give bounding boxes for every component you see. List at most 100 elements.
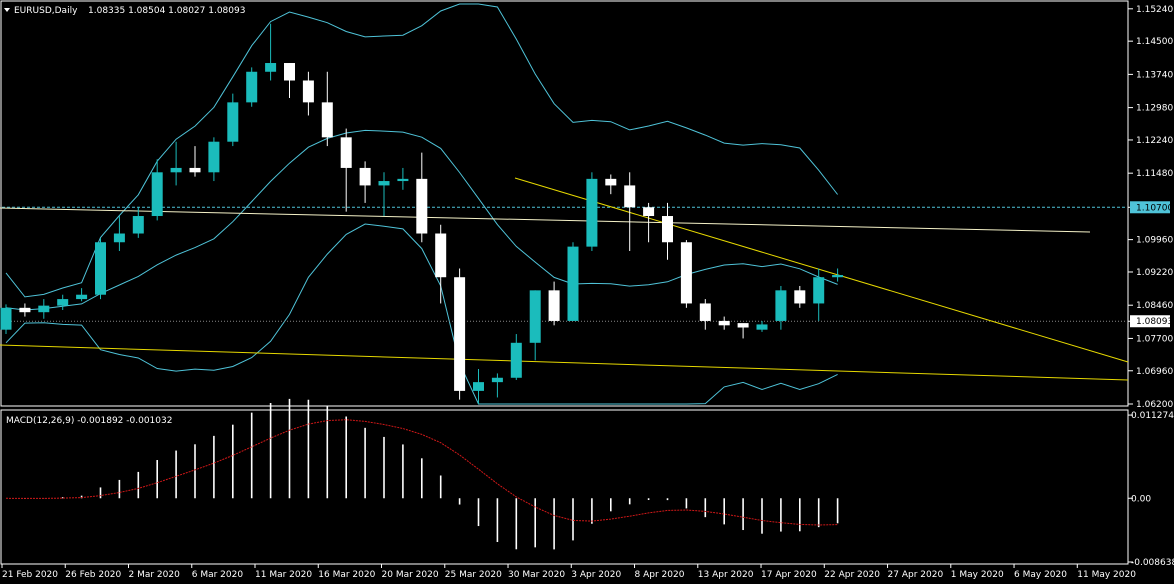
candle-body[interactable]: [246, 71, 258, 103]
candle-body[interactable]: [567, 246, 579, 321]
trendline-upper[interactable]: [0, 207, 1091, 233]
candle-body[interactable]: [510, 342, 522, 378]
candle-body[interactable]: [794, 290, 806, 304]
price-tick-label: 1.09220: [1136, 268, 1173, 278]
candle-body[interactable]: [454, 277, 466, 391]
trendlines: [0, 177, 1129, 381]
price-tick-label: 1.08093: [1136, 317, 1173, 327]
candle-body[interactable]: [416, 178, 428, 234]
candle-body[interactable]: [0, 307, 12, 330]
candle-body[interactable]: [662, 216, 673, 243]
candle-body[interactable]: [265, 63, 277, 72]
candles: [0, 23, 844, 404]
price-tick-label: 1.09960: [1136, 236, 1173, 246]
candle-body[interactable]: [57, 299, 69, 306]
price-axis: 1.15240 1.14500 1.13740 1.12980 1.12240 1.114…: [1128, 5, 1173, 410]
candle-body[interactable]: [643, 207, 655, 217]
candle-body[interactable]: [529, 290, 541, 343]
candle-body[interactable]: [699, 303, 711, 321]
candle-body[interactable]: [813, 277, 825, 304]
bollinger-lower: [5, 223, 838, 405]
candle-body[interactable]: [718, 320, 730, 326]
bollinger-upper: [5, 3, 838, 298]
time-tick-label: 11 Mar 2020: [255, 570, 312, 580]
candle-body[interactable]: [170, 167, 182, 173]
time-tick-label: 27 Apr 2020: [888, 570, 944, 580]
price-tick-label: 1.11480: [1136, 169, 1173, 179]
price-tick-label: 1.12980: [1136, 104, 1173, 114]
time-tick-label: 26 Feb 2020: [65, 570, 121, 580]
candle-body[interactable]: [38, 305, 50, 313]
candle-body[interactable]: [321, 102, 333, 138]
time-tick-label: 6 Mar 2020: [192, 570, 244, 580]
macd-tick-label: 0.011274: [1131, 411, 1174, 421]
time-tick-label: 25 Mar 2020: [445, 570, 502, 580]
price-tick-label: 1.12240: [1136, 136, 1173, 146]
candle-body[interactable]: [76, 294, 88, 300]
candle-body[interactable]: [473, 382, 484, 391]
candle-body[interactable]: [19, 307, 31, 313]
candle-body[interactable]: [435, 233, 447, 278]
candle-body[interactable]: [397, 178, 409, 182]
time-axis: 21 Feb 2020 26 Feb 2020 2 Mar 2020 6 Mar 20…: [1, 564, 1136, 580]
macd-axis: 0.011274 0.00 -0.008638: [1128, 411, 1174, 568]
time-tick-label: 22 Apr 2020: [824, 570, 880, 580]
chart-header-ohlc: 1.08335 1.08504 1.08027 1.08093: [88, 6, 245, 16]
candle-body[interactable]: [756, 324, 768, 330]
macd-tick-label: 0.00: [1131, 494, 1151, 504]
macd-signal-line: [5, 419, 838, 526]
candle-body[interactable]: [378, 181, 390, 186]
candle-body[interactable]: [302, 80, 314, 103]
candle-body[interactable]: [227, 102, 239, 142]
candle-body[interactable]: [586, 178, 598, 247]
price-tick-label: 1.08460: [1136, 301, 1173, 311]
candle-body[interactable]: [548, 290, 560, 321]
chart-header-symbol: EURUSD,Daily: [14, 6, 78, 16]
candle-body[interactable]: [775, 290, 787, 321]
trendline-lower[interactable]: [0, 344, 1129, 381]
candle-body[interactable]: [151, 172, 163, 217]
macd-indicator: [5, 398, 839, 550]
trendline-descending[interactable]: [514, 177, 1129, 363]
candle-body[interactable]: [113, 233, 125, 243]
dropdown-triangle-icon[interactable]: [4, 8, 10, 12]
candle-body[interactable]: [624, 185, 636, 208]
bollinger-bands: [5, 3, 838, 405]
price-panel-frame: [0, 0, 1129, 407]
horizontal-line: [2, 206, 1127, 322]
time-tick-label: 6 May 2020: [1014, 570, 1067, 580]
candle-body[interactable]: [605, 178, 617, 186]
time-tick-label: 3 Apr 2020: [571, 570, 621, 580]
price-tick-label: 1.06200: [1136, 400, 1173, 410]
time-tick-label: 8 Apr 2020: [635, 570, 685, 580]
price-marker-box: [1130, 201, 1170, 214]
time-tick-label: 11 May 2020: [1077, 570, 1136, 580]
candle-body[interactable]: [359, 167, 371, 186]
macd-panel-frame: [0, 409, 1129, 565]
candle-body[interactable]: [284, 63, 295, 81]
bollinger-middle: [5, 129, 838, 311]
time-tick-label: 13 Apr 2020: [698, 570, 754, 580]
candle-body[interactable]: [132, 216, 144, 234]
time-tick-label: 2 Mar 2020: [129, 570, 181, 580]
candle-body[interactable]: [832, 275, 844, 278]
time-tick-label: 1 May 2020: [951, 570, 1004, 580]
price-tick-label: 1.14500: [1136, 37, 1173, 47]
price-tick-label: 1.13740: [1136, 70, 1173, 80]
current-price-box: [1130, 315, 1170, 328]
candle-body[interactable]: [189, 167, 201, 173]
candle-body[interactable]: [208, 141, 220, 173]
price-tick-label: 1.07700: [1136, 334, 1173, 344]
candle-body[interactable]: [680, 242, 692, 304]
macd-tick-label: -0.008638: [1131, 558, 1174, 568]
macd-header: MACD(12,26,9) -0.001892 -0.001032: [6, 416, 172, 426]
candle-body[interactable]: [95, 242, 106, 295]
candle-body[interactable]: [340, 137, 352, 168]
time-tick-label: 17 Apr 2020: [761, 570, 817, 580]
time-tick-label: 30 Mar 2020: [508, 570, 565, 580]
candle-body[interactable]: [491, 377, 503, 383]
candle-body[interactable]: [737, 323, 749, 328]
price-tick-label: 1.15240: [1136, 5, 1173, 15]
time-tick-label: 16 Mar 2020: [318, 570, 375, 580]
